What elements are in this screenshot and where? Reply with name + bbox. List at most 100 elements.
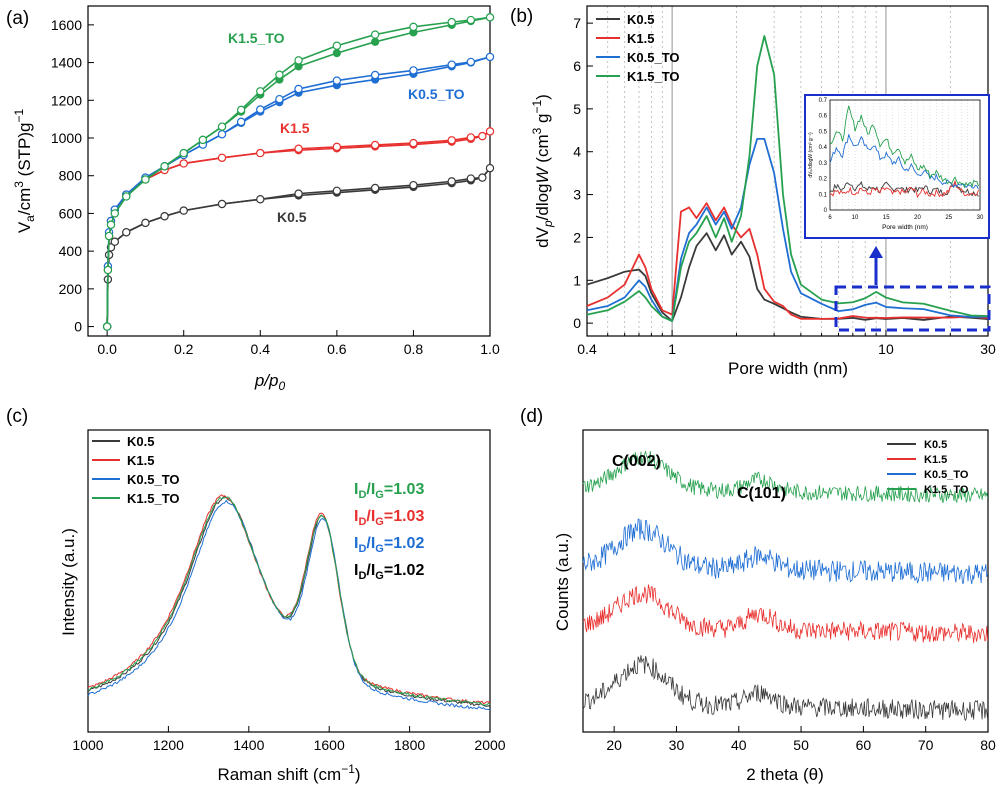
ratio-annotation-slash: /I [366,481,375,498]
point-k0-5-to-desorption [370,70,380,80]
panel-a-ytick-label: 1000 [51,130,82,146]
series-k0-5-to-line [582,518,989,585]
panel-b-ytick-label: 6 [573,58,581,74]
point-k1-5-to-desorption [104,231,114,241]
panel-b-ylabel-g: g [533,114,552,128]
legend-label-k0-5-to: K0.5_TO [627,50,680,65]
inset-xtick-label: 6 [828,215,832,221]
inset-xtick-label: 15 [883,215,890,221]
ratio-annotation-prefix: I [354,562,358,579]
ratio-annotation-subscript-g: G [375,570,384,582]
point-k0-5-desorption [160,212,169,221]
point-k0-5-desorption [122,228,131,237]
point-k0-5-desorption [447,177,456,186]
ratio-annotation-k1-5-to: ID/IG=1.03 [354,481,424,501]
panel-a-ytick-label: 1200 [51,92,82,108]
panel-a-xtick-label: 0.6 [327,341,347,357]
panel-b-ytick-label: 7 [573,15,581,31]
legend-label-k1-5-to: K1.5_TO [924,484,969,496]
point-k1-5-desorption [294,144,303,153]
point-k1-5-to-desorption [102,322,112,331]
point-k0-5-desorption [332,186,342,195]
point-k1-5-to-desorption [485,13,495,22]
panel-a-ylabel-tail: (STP)g [15,123,34,182]
ratio-annotation-k1-5: ID/IG=1.03 [354,508,424,528]
inset-ytick-label: 0.5 [819,129,828,135]
point-k1-5-desorption [256,148,265,158]
point-k0-5-desorption [141,218,150,228]
point-k1-5-to-desorption [370,30,380,39]
point-k1-5-to-desorption [409,22,418,32]
ratio-annotation-subscript-d: D [358,489,366,501]
panel-b-ylabel-mid: /dlog [533,183,552,220]
panel-a-ytick-label: 400 [59,243,83,259]
panel-d-xtick-label: 50 [793,737,809,753]
panel-a-ytick-label: 1600 [51,17,82,33]
ratio-annotation-subscript-g: G [375,516,384,528]
point-k0-5-to-desorption [409,66,418,75]
panel-d-ylabel: Counts (a.u.) [553,533,572,631]
legend-label-k1-5: K1.5 [127,453,154,468]
panel-b-ytick-label: 4 [573,144,581,160]
panel-a-xtick-label: 1.0 [480,341,500,357]
panel-a-ytick-label: 600 [59,205,83,221]
point-k0-5-to-desorption [275,94,284,104]
panel-c-xtick-label: 1200 [153,737,184,753]
inset-xtick-label: 25 [945,215,952,221]
series-k0-5-to-line [87,499,491,711]
point-k0-5-to-desorption [256,105,265,114]
ratio-annotation-prefix: I [354,481,358,498]
inset-ylabel: dVₚ/dlogW (cm³ g⁻¹) [808,132,814,178]
panel-c-xlabel-pre: Raman shift (cm [217,765,341,784]
point-k1-5-to-desorption [122,192,131,201]
point-k1-5-desorption [478,131,487,141]
inset-ytick-label: 0.6 [819,114,828,120]
inset-series-k1-5-to-line [829,105,979,189]
point-k1-5-to-desorption [179,148,188,158]
panel-c-xlabel: Raman shift (cm−1) [217,762,360,784]
inset-xlabel: Pore width (nm) [882,224,928,231]
legend-label-k1-5-to: K1.5_TO [127,491,180,506]
panel-a-label-k15: K1.5 [280,120,310,136]
point-k0-5-desorption [409,180,418,190]
panel-b-ylabel-unit: (cm [533,134,552,167]
inset-border [804,94,990,239]
panel-a-isotherm: 0.0 0.2 0.4 0.6 0.8 1.0 0 200 400 600 800 1000 1200 1… [12,5,500,393]
ratio-annotation-value: =1.02 [384,562,425,579]
panel-a-ylabel-sub: a [23,215,37,222]
panel-label-d: (d) [520,406,543,427]
panel-a-xtick-label: 0.4 [251,341,271,357]
inset-ytick-label: 0 [824,208,828,214]
ratio-annotation-slash: /I [366,535,375,552]
panel-b-zoom-box [834,285,991,332]
series-k1-5-to-line [586,35,989,322]
panel-b-legend: K0.5 K1.5 K0.5_TO K1.5_TO [596,12,680,84]
panel-b-ytick-label: 2 [573,229,581,245]
point-k1-5-to-desorption [106,220,116,229]
legend-label-k0-5: K0.5 [924,439,947,451]
point-k1-5-to-desorption [110,209,120,218]
inset-ytick-label: 0.1 [819,192,828,198]
point-k1-5-desorption [332,142,342,152]
point-k1-5-to-desorption [198,135,208,145]
panel-b-xlabel: Pore width (nm) [728,359,848,378]
panel-c-xlabel-sup: −1 [341,762,355,776]
point-k0-5-desorption [466,174,476,183]
point-k0-5-to-desorption [236,117,246,127]
point-k1-5-to-adsorption [371,37,380,46]
panel-d-xrd: 20 30 40 50 60 70 80 K0.5 K1.5 K0.5_TO K1.5_TO C(… [553,429,996,784]
panel-a-ytick-label: 800 [59,168,83,184]
series-k1-5-adsorption-line [106,130,491,327]
panel-c-xtick-label: 1000 [72,737,103,753]
ratio-annotation-subscript-g: G [375,489,384,501]
panel-a-xlabel-sub: 0 [278,379,285,393]
panel-a-ytick-label: 0 [74,319,82,335]
legend-label-k0-5-to: K0.5_TO [924,469,969,481]
panel-d-xtick-label: 20 [606,737,622,753]
panel-b-ylabel: dVp/dlogW (cm3 g−1) [530,94,555,248]
point-k0-5-to-desorption [217,130,227,139]
panel-b-ytick-label: 3 [573,187,581,203]
inset-ytick-label: 0.3 [819,161,828,167]
panel-a-xlabel: p/p0 [254,371,286,393]
point-k1-5-to-desorption [332,41,342,50]
